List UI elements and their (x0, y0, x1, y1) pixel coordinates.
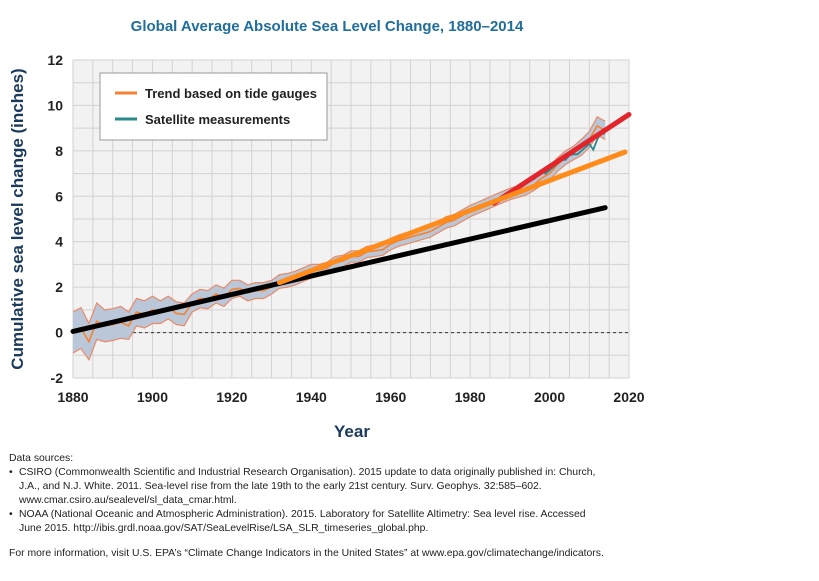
legend-label-satellite: Satellite measurements (145, 112, 290, 127)
notes: Data sources: • CSIRO (Commonwealth Scie… (9, 452, 814, 561)
x-tick-label: 1920 (216, 389, 247, 405)
source-item-noaa: • NOAA (National Oceanic and Atmospheric… (9, 508, 814, 536)
chart-title: Global Average Absolute Sea Level Change… (131, 18, 524, 35)
bullet: • (9, 467, 13, 478)
sea-level-chart: Global Average Absolute Sea Level Change… (8, 18, 645, 441)
trend-line-orange (277, 149, 628, 286)
data-sources-heading: Data sources: (9, 453, 74, 464)
trend-line-black (70, 205, 608, 334)
y-tick-label: 8 (55, 143, 63, 159)
y-tick-label: 12 (47, 52, 63, 68)
y-axis-title: Cumulative sea level change (inches) (8, 68, 27, 369)
legend: Trend based on tide gauges Satellite mea… (99, 72, 328, 141)
x-tick-label: 1900 (137, 389, 168, 405)
x-tick-label: 1960 (375, 389, 406, 405)
source-line: NOAA (National Oceanic and Atmospheric A… (19, 509, 586, 520)
legend-box (99, 72, 328, 141)
source-line: June 2015. http://ibis.grdl.noaa.gov/SAT… (19, 523, 429, 534)
tick-label-layer: 1880 1900 1920 1940 1960 1980 2000 2020 -2 0 2 4 6 8 1… (47, 52, 644, 405)
source-line: J.A., and N.J. White. 2011. Sea-level ri… (19, 481, 542, 492)
x-tick-label: 1880 (57, 389, 88, 405)
x-tick-label: 2000 (534, 389, 565, 405)
source-item-csiro: • CSIRO (Commonwealth Scientific and Ind… (9, 466, 814, 508)
trend-line-layer (70, 112, 632, 334)
bullet: • (9, 509, 13, 520)
x-axis-title: Year (334, 422, 370, 441)
y-tick-label: 6 (55, 188, 63, 204)
y-tick-label: -2 (51, 370, 64, 386)
x-tick-label: 2020 (613, 389, 644, 405)
source-line: www.cmar.csiro.au/sealevel/sl_data_cmar.… (19, 495, 237, 506)
y-tick-label: 10 (47, 97, 63, 113)
x-tick-label: 1940 (296, 389, 327, 405)
y-tick-label: 4 (55, 234, 63, 250)
y-tick-label: 2 (55, 279, 63, 295)
trend-line-red (491, 112, 632, 206)
more-info-text: For more information, visit U.S. EPA’s “… (9, 548, 604, 559)
y-tick-label: 0 (55, 325, 63, 341)
legend-label-tide-gauges: Trend based on tide gauges (145, 86, 317, 101)
x-tick-label: 1980 (455, 389, 486, 405)
source-line: CSIRO (Commonwealth Scientific and Indus… (19, 467, 596, 478)
